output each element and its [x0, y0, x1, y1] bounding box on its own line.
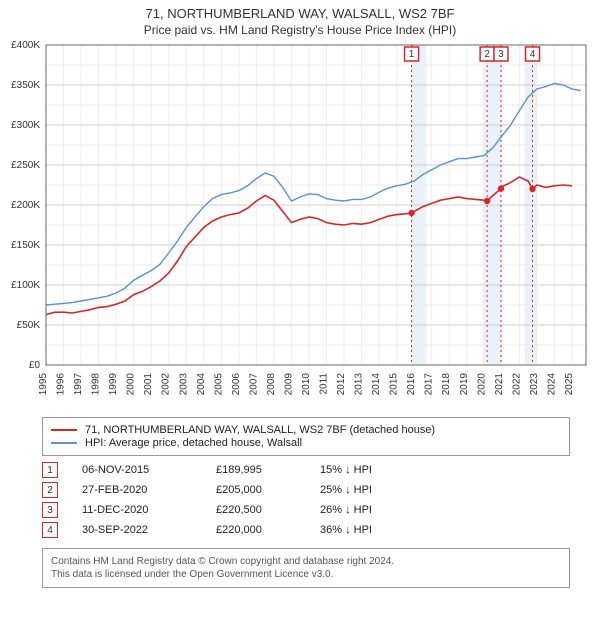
footer-line-1: Contains HM Land Registry data © Crown c…: [51, 555, 561, 568]
footer-line-2: This data is licensed under the Open Gov…: [51, 568, 561, 581]
y-tick-label: £400K: [11, 40, 40, 51]
transaction-diff: 26% ↓ HPI: [320, 504, 410, 516]
x-tick-label: 1997: [73, 373, 84, 396]
marker-number: 3: [498, 49, 504, 60]
marker-number: 4: [530, 49, 536, 60]
transaction-diff: 15% ↓ HPI: [320, 464, 410, 476]
y-tick-label: £300K: [11, 120, 40, 131]
legend-label: 71, NORTHUMBERLAND WAY, WALSALL, WS2 7BF…: [85, 424, 435, 436]
y-tick-label: £150K: [11, 240, 40, 251]
transaction-row: 3 11-DEC-2020 £220,500 26% ↓ HPI: [42, 502, 570, 518]
transactions-table: 1 06-NOV-2015 £189,995 15% ↓ HPI 2 27-FEB-202…: [42, 462, 570, 538]
x-tick-label: 2002: [161, 373, 172, 396]
transaction-date: 06-NOV-2015: [82, 464, 192, 476]
x-tick-label: 2023: [529, 373, 540, 396]
x-tick-label: 1998: [91, 373, 102, 396]
y-tick-label: £250K: [11, 160, 40, 171]
transaction-date: 27-FEB-2020: [82, 484, 192, 496]
x-tick-label: 2009: [283, 373, 294, 396]
x-tick-label: 2011: [319, 373, 330, 395]
transaction-row: 2 27-FEB-2020 £205,000 25% ↓ HPI: [42, 482, 570, 498]
transaction-marker: 4: [42, 522, 58, 538]
x-tick-label: 2004: [196, 373, 207, 396]
title-line-2: Price paid vs. HM Land Registry's House …: [10, 23, 590, 37]
legend-swatch: [51, 442, 77, 444]
sale-dot: [484, 198, 490, 204]
marker-number: 2: [484, 49, 490, 60]
sale-dot: [529, 186, 535, 192]
sale-dot: [498, 185, 504, 191]
page-root: 71, NORTHUMBERLAND WAY, WALSALL, WS2 7BF…: [0, 0, 600, 588]
y-tick-label: £50K: [17, 320, 41, 331]
title-line-1: 71, NORTHUMBERLAND WAY, WALSALL, WS2 7BF: [10, 6, 590, 21]
transaction-price: £220,500: [216, 504, 296, 516]
legend-row: 71, NORTHUMBERLAND WAY, WALSALL, WS2 7BF…: [51, 424, 561, 436]
sale-dot: [408, 210, 414, 216]
marker-number: 1: [409, 49, 415, 60]
x-tick-label: 2022: [511, 373, 522, 396]
y-tick-label: £100K: [11, 280, 40, 291]
x-tick-label: 2008: [266, 373, 277, 396]
chart-svg: £0 £50K £100K £150K £200K £250K £300K £350K £400…: [0, 39, 600, 409]
x-tick-label: 2001: [143, 373, 154, 396]
x-tick-label: 2014: [371, 373, 382, 396]
chart-area: £0 £50K £100K £150K £200K £250K £300K £350K £400…: [0, 39, 600, 409]
x-tick-label: 2019: [459, 373, 470, 396]
legend-swatch: [51, 429, 77, 431]
x-tick-label: 2016: [406, 373, 417, 396]
transaction-date: 30-SEP-2022: [82, 524, 192, 536]
transaction-diff: 36% ↓ HPI: [320, 524, 410, 536]
x-tick-label: 2018: [441, 373, 452, 396]
transaction-price: £205,000: [216, 484, 296, 496]
x-tick-label: 2025: [564, 373, 575, 396]
x-tick-label: 2006: [231, 373, 242, 396]
x-tick-label: 1995: [38, 373, 49, 396]
transaction-diff: 25% ↓ HPI: [320, 484, 410, 496]
footer-attribution: Contains HM Land Registry data © Crown c…: [42, 548, 570, 588]
transaction-price: £220,000: [216, 524, 296, 536]
y-tick-label: £350K: [11, 80, 40, 91]
x-tick-label: 2020: [476, 373, 487, 396]
x-tick-label: 2012: [336, 373, 347, 396]
x-tick-label: 2000: [126, 373, 137, 396]
transaction-row: 1 06-NOV-2015 £189,995 15% ↓ HPI: [42, 462, 570, 478]
x-tick-label: 2003: [178, 373, 189, 396]
x-tick-label: 1999: [108, 373, 119, 396]
chart-titles: 71, NORTHUMBERLAND WAY, WALSALL, WS2 7BF…: [0, 0, 600, 39]
x-tick-label: 2007: [248, 373, 259, 396]
legend-row: HPI: Average price, detached house, Wals…: [51, 437, 561, 449]
x-tick-label: 2021: [494, 373, 505, 396]
transaction-marker: 2: [42, 482, 58, 498]
transaction-row: 4 30-SEP-2022 £220,000 36% ↓ HPI: [42, 522, 570, 538]
transaction-price: £189,995: [216, 464, 296, 476]
x-tick-label: 2017: [424, 373, 435, 396]
transaction-marker: 3: [42, 502, 58, 518]
y-tick-label: £0: [29, 360, 41, 371]
x-tick-label: 2010: [301, 373, 312, 396]
legend-label: HPI: Average price, detached house, Wals…: [85, 437, 302, 449]
transaction-date: 11-DEC-2020: [82, 504, 192, 516]
x-tick-label: 2024: [546, 373, 557, 396]
x-tick-label: 2005: [213, 373, 224, 396]
transaction-marker: 1: [42, 462, 58, 478]
y-tick-label: £200K: [11, 200, 40, 211]
x-tick-label: 1996: [56, 373, 67, 396]
x-tick-label: 2013: [354, 373, 365, 396]
legend-box: 71, NORTHUMBERLAND WAY, WALSALL, WS2 7BF…: [42, 417, 570, 456]
x-tick-label: 2015: [389, 373, 400, 396]
